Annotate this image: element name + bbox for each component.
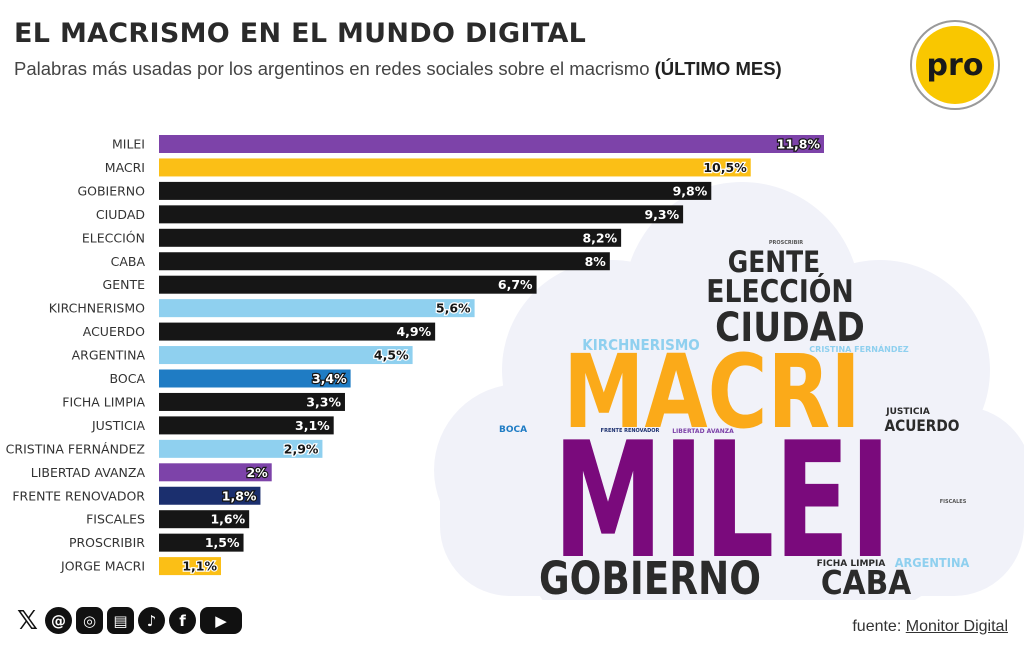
category-label-cristina-fernandez: CRISTINA FERNÁNDEZ [6, 441, 145, 456]
cloud-word-proscribir: PROSCRIBIR [769, 240, 803, 246]
category-label-gobierno: GOBIERNO [77, 183, 145, 198]
cloud-word-macri: MACRI [563, 332, 860, 451]
bar-gente [159, 275, 537, 294]
bar-jorge-macri [159, 557, 221, 576]
cloud-word-cristina-fernandez: CRISTINA FERNÁNDEZ [809, 343, 909, 354]
category-label-kirchnerismo: KIRCHNERISMO [49, 301, 145, 316]
source-credit: fuente: Monitor Digital [852, 618, 1008, 636]
category-label-milei: MILEI [112, 137, 145, 152]
category-label-acuerdo: ACUERDO [83, 324, 145, 339]
x-icon[interactable]: 𝕏 [17, 605, 38, 636]
data-label-proscribir: 1,5% [205, 535, 240, 550]
pro-logo-text: pro [927, 48, 984, 83]
category-label-eleccion: ELECCIÓN [82, 230, 145, 245]
data-label-ciudad: 9,3% [644, 207, 679, 222]
cloud-word-milei: MILEI [553, 408, 891, 594]
bar-cristina-fernandez [159, 439, 323, 458]
newsletter-icon[interactable]: ▤ [107, 607, 134, 634]
bar-ficha-limpia [159, 392, 345, 411]
bar-gobierno [159, 181, 712, 200]
cloud-word-boca: BOCA [499, 425, 527, 435]
page-subtitle: Palabras más usadas por los argentinos e… [14, 58, 782, 80]
data-label-cristina-fernandez: 2,9% [284, 441, 319, 456]
bar-justicia [159, 416, 334, 435]
category-label-libertad-avanza: LIBERTAD AVANZA [31, 465, 146, 480]
tiktok-icon[interactable]: ♪ [138, 607, 165, 634]
data-label-fiscales: 1,6% [210, 512, 245, 527]
page-title: EL MACRISMO EN EL MUNDO DIGITAL [14, 18, 587, 49]
youtube-icon[interactable]: ▶ [200, 607, 242, 634]
data-label-gente: 6,7% [498, 277, 533, 292]
bar-proscribir [159, 533, 244, 552]
category-label-jorge-macri: JORGE MACRI [60, 559, 145, 574]
social-icons: 𝕏 @ ◎ ▤ ♪ f ▶ [14, 605, 242, 636]
cloud-word-justicia: JUSTICIA [885, 407, 930, 417]
threads-icon[interactable]: @ [45, 607, 72, 634]
data-label-jorge-macri: 1,1% [182, 559, 217, 574]
category-label-gente: GENTE [103, 277, 146, 292]
data-label-ficha-limpia: 3,3% [306, 394, 341, 409]
cloud-word-eleccion: ELECCIÓN [706, 273, 853, 309]
data-label-gobierno: 9,8% [673, 183, 708, 198]
bar-fiscales [159, 510, 250, 529]
subtitle-text: Palabras más usadas por los argentinos e… [14, 58, 650, 79]
category-label-ciudad: CIUDAD [96, 207, 145, 222]
cloud-word-fiscales: FISCALES [940, 499, 967, 505]
bar-caba [159, 252, 610, 271]
data-label-eleccion: 8,2% [582, 230, 617, 245]
bar-frente-renovador [159, 486, 261, 505]
source-link[interactable]: Monitor Digital [905, 618, 1008, 635]
cloud-word-argentina: ARGENTINA [895, 556, 970, 570]
cloud-word-gente: GENTE [728, 246, 820, 279]
bar-ciudad [159, 205, 684, 224]
data-label-boca: 3,4% [312, 371, 347, 386]
category-label-caba: CABA [111, 254, 146, 269]
cloud-word-kirchnerismo: KIRCHNERISMO [582, 337, 700, 354]
data-label-frente-renovador: 1,8% [222, 488, 257, 503]
pro-logo: pro [910, 20, 1000, 110]
data-label-caba: 8% [585, 254, 607, 269]
bar-argentina [159, 346, 413, 365]
data-label-libertad-avanza: 2% [246, 465, 268, 480]
category-label-justicia: JUSTICIA [91, 418, 146, 433]
bar-acuerdo [159, 322, 436, 341]
data-label-acuerdo: 4,9% [396, 324, 431, 339]
cloud-word-frente-renovador: FRENTE RENOVADOR [601, 428, 660, 434]
bar-eleccion [159, 228, 622, 247]
bar-libertad-avanza [159, 463, 272, 482]
bar-kirchnerismo [159, 299, 475, 318]
data-label-argentina: 4,5% [374, 348, 409, 363]
bar-boca [159, 369, 351, 388]
category-label-ficha-limpia: FICHA LIMPIA [62, 394, 145, 409]
category-label-boca: BOCA [110, 371, 146, 386]
bar-milei [159, 135, 824, 153]
category-label-frente-renovador: FRENTE RENOVADOR [12, 488, 145, 503]
category-label-macri: MACRI [105, 160, 145, 175]
bar-macri [159, 158, 751, 177]
category-label-fiscales: FISCALES [86, 512, 145, 527]
category-label-argentina: ARGENTINA [72, 348, 146, 363]
cloud-word-acuerdo: ACUERDO [885, 416, 960, 435]
cloud-word-gobierno: GOBIERNO [539, 553, 761, 600]
bar-chart-and-wordcloud: MILEI 11,8% MACRI 10,5% GOBIERNO 9,8% CIUDAD 9,… [6, 135, 1024, 600]
data-label-milei: 11,8% [777, 137, 821, 152]
source-prefix: fuente: [852, 618, 902, 635]
cloud-word-caba: CABA [821, 565, 912, 600]
cloud-word-ficha-limpia: FICHA LIMPIA [817, 559, 886, 569]
instagram-icon[interactable]: ◎ [76, 607, 103, 634]
data-label-justicia: 3,1% [295, 418, 330, 433]
category-label-proscribir: PROSCRIBIR [69, 535, 145, 550]
pro-logo-circle [916, 26, 994, 104]
cloud-word-ciudad: CIUDAD [715, 303, 865, 350]
subtitle-emphasis: (ÚLTIMO MES) [654, 58, 782, 79]
data-label-kirchnerismo: 5,6% [436, 301, 471, 316]
data-label-macri: 10,5% [703, 160, 747, 175]
wordcloud-background [434, 182, 1024, 600]
cloud-word-libertad-avanza: LIBERTAD AVANZA [672, 428, 734, 435]
facebook-icon[interactable]: f [169, 607, 196, 634]
